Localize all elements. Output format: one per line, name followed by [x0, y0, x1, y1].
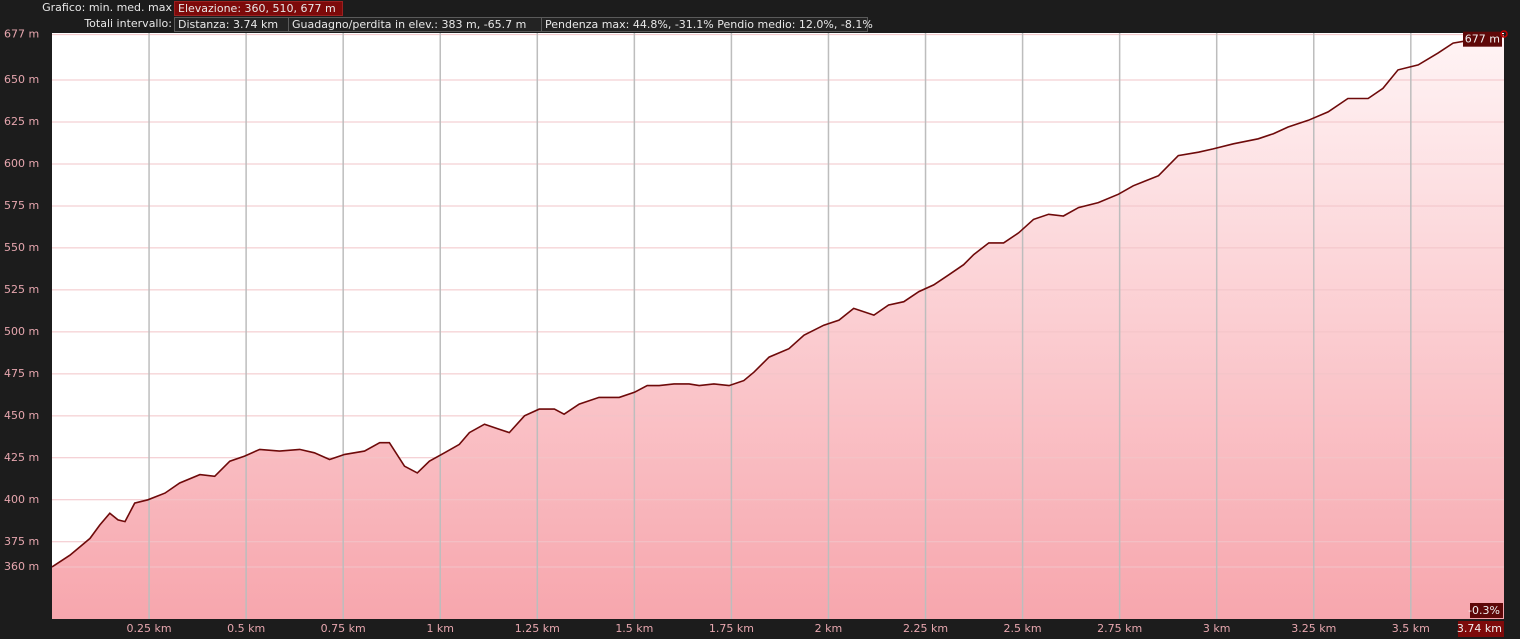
x-tick-label: 2.75 km: [1097, 622, 1142, 635]
x-tick-label: 0.75 km: [321, 622, 366, 635]
y-tick-label: 525 m: [4, 283, 39, 296]
y-tick-label: 375 m: [4, 535, 39, 548]
end-marker: [1500, 30, 1508, 38]
x-tick-label: 2 km: [815, 622, 843, 635]
end-elevation-label: 677 m: [1465, 33, 1500, 46]
y-tick-label: 500 m: [4, 325, 39, 338]
end-slope-box: [1470, 603, 1503, 618]
x-tick-label: 0.5 km: [227, 622, 265, 635]
y-tick-label: 425 m: [4, 451, 39, 464]
x-tick-label: 3 km: [1203, 622, 1231, 635]
x-tick-label: 1.5 km: [615, 622, 653, 635]
header-label: Totali intervallo:: [84, 17, 172, 30]
x-tick-label: 1.25 km: [515, 622, 560, 635]
y-tick-label: 360 m: [4, 560, 39, 573]
x-tick-label: 3.5 km: [1392, 622, 1430, 635]
y-tick-label: 625 m: [4, 115, 39, 128]
end-slope-label: -0.3%: [1468, 604, 1500, 617]
y-tick-label: 400 m: [4, 493, 39, 506]
elevation-stats: Elevazione: 360, 510, 677 m: [174, 1, 343, 16]
y-tick-label: 650 m: [4, 73, 39, 86]
x-tick-label: 3.74 km: [1457, 622, 1502, 635]
y-tick-label: 575 m: [4, 199, 39, 212]
slope-stats: Pendenza max: 44.8%, -31.1% Pendio medio…: [541, 17, 873, 32]
header-label: Grafico: min. med. max: [42, 1, 172, 14]
end-distance-box: [1458, 621, 1504, 637]
distance-stats: Distanza: 3.74 km: [174, 17, 289, 32]
elevation-line: [51, 33, 1505, 568]
y-tick-label: 450 m: [4, 409, 39, 422]
x-tick-label: 2.25 km: [903, 622, 948, 635]
x-tick-label: 3.25 km: [1291, 622, 1336, 635]
x-tick-label: 1.75 km: [709, 622, 754, 635]
x-tick-label: 2.5 km: [1004, 622, 1042, 635]
y-tick-label: 550 m: [4, 241, 39, 254]
y-tick-label: 677 m: [4, 28, 39, 41]
y-tick-label: 600 m: [4, 157, 39, 170]
end-elevation-box: [1463, 31, 1502, 47]
x-tick-label: 0.25 km: [127, 622, 172, 635]
x-tick-label: 1 km: [426, 622, 454, 635]
y-tick-label: 475 m: [4, 367, 39, 380]
elevation-area: [52, 34, 1504, 619]
gain-loss-stats: Guadagno/perdita in elev.: 383 m, -65.7 …: [288, 17, 542, 32]
